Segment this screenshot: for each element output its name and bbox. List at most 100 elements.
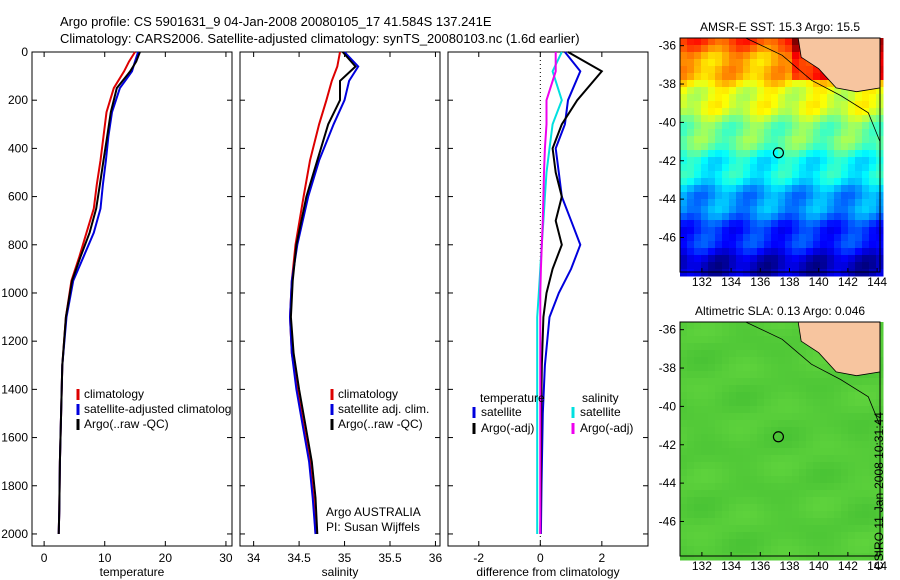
sla-map-cell xyxy=(834,385,842,393)
sst-map-cell xyxy=(771,248,779,256)
sst-map-cell xyxy=(869,94,877,102)
sla-map-cell xyxy=(729,322,737,330)
sla-map-cell xyxy=(680,553,688,561)
sla-map-cell xyxy=(715,392,723,400)
sst-map-cell xyxy=(778,150,786,158)
sst-map-cell xyxy=(680,255,688,263)
sst-map-cell xyxy=(743,199,751,207)
sla-map-cell xyxy=(687,343,695,351)
sst-map-cell xyxy=(827,129,835,137)
sla-map-cell xyxy=(869,378,877,386)
sst-map-cell xyxy=(855,129,863,137)
sst-map-cell xyxy=(792,73,800,81)
sst-map-cell xyxy=(771,178,779,186)
sst-map-cell xyxy=(722,213,730,221)
sst-map-cell xyxy=(757,255,765,263)
sla-map-cell xyxy=(729,357,737,365)
sla-map-cell xyxy=(841,483,849,491)
sla-map-cell xyxy=(799,420,807,428)
sla-map-cell xyxy=(701,406,709,414)
sst-map-cell xyxy=(750,192,758,200)
sst-map-cell xyxy=(694,108,702,116)
sst-map-cell xyxy=(722,45,730,53)
sst-map-cell xyxy=(743,108,751,116)
sla-map-cell xyxy=(785,378,793,386)
sst-map-cell xyxy=(771,157,779,165)
sla-map-cell xyxy=(722,350,730,358)
sst-map-cell xyxy=(750,227,758,235)
sla-map-cell xyxy=(848,553,856,561)
sla-map-cell xyxy=(715,371,723,379)
sla-map-cell xyxy=(834,532,842,540)
sst-map-cell xyxy=(687,164,695,172)
sla-map-cell xyxy=(827,518,835,526)
diff-legend-label: satellite xyxy=(580,405,621,419)
sla-map-cell xyxy=(722,357,730,365)
sst-map-cell xyxy=(764,66,772,74)
sla-map-cell xyxy=(827,469,835,477)
sst-map-cell xyxy=(750,52,758,60)
sla-map-cell xyxy=(743,322,751,330)
sla-map-cell xyxy=(799,539,807,547)
sla-map-cell xyxy=(757,427,765,435)
sla-map-cell xyxy=(708,518,716,526)
sla-map-cell xyxy=(862,539,870,547)
sla-map-cell xyxy=(869,427,877,435)
sla-map-cell xyxy=(750,399,758,407)
sst-map-cell xyxy=(771,115,779,123)
sst-map-cell xyxy=(778,87,786,95)
sst-map-cell xyxy=(736,115,744,123)
sla-map-cell xyxy=(715,476,723,484)
sst-map-cell xyxy=(771,164,779,172)
sst-map-cell xyxy=(862,185,870,193)
sst-map-cell xyxy=(771,101,779,109)
sla-map-cell xyxy=(862,483,870,491)
sla-map-cell xyxy=(848,399,856,407)
sla-map-cell xyxy=(736,371,744,379)
sst-map-cell xyxy=(862,87,870,95)
sst-map-cell xyxy=(680,94,688,102)
sla-map-cell xyxy=(813,483,821,491)
sst-map-cell xyxy=(820,269,828,277)
sla-map-cell xyxy=(806,350,814,358)
sst-map-cell xyxy=(743,129,751,137)
sst-map-cell xyxy=(680,136,688,144)
sst-map-cell xyxy=(799,136,807,144)
sla-map-cell xyxy=(764,357,772,365)
sst-map-cell xyxy=(687,192,695,200)
sla-map-cell xyxy=(736,532,744,540)
sst-map-cell xyxy=(701,192,709,200)
sla-map-cell xyxy=(764,518,772,526)
sst-map-cell xyxy=(869,136,877,144)
sst-map-cell xyxy=(792,234,800,242)
sla-map-cell xyxy=(694,518,702,526)
sst-map-cell xyxy=(715,185,723,193)
sla-map-cell xyxy=(708,504,716,512)
salinity-xtick-label: 35.5 xyxy=(378,551,402,565)
sst-map-cell xyxy=(757,241,765,249)
sla-map-cell xyxy=(785,329,793,337)
sst-map-cell xyxy=(820,171,828,179)
sst-map-cell xyxy=(764,248,772,256)
sla-map-cell xyxy=(869,462,877,470)
sla-map-cell xyxy=(827,511,835,519)
sst-map-cell xyxy=(729,52,737,60)
sla-map-cell xyxy=(701,322,709,330)
sla-map-cell xyxy=(820,539,828,547)
sst-map-cell xyxy=(743,213,751,221)
sst-map-cell xyxy=(869,227,877,235)
sla-map-ytick-label: -40 xyxy=(659,399,677,413)
sst-map-cell xyxy=(792,52,800,60)
diff-legend-header-salinity: salinity xyxy=(582,391,619,405)
sla-map-cell xyxy=(680,476,688,484)
sst-map-cell xyxy=(722,220,730,228)
sst-map-cell xyxy=(813,115,821,123)
sst-map-cell xyxy=(820,150,828,158)
sst-map-cell xyxy=(869,115,877,123)
sst-map-cell xyxy=(862,199,870,207)
sla-map-cell xyxy=(701,385,709,393)
sst-map-cell xyxy=(743,143,751,151)
sst-map-cell xyxy=(743,101,751,109)
sst-map-cell xyxy=(687,157,695,165)
sst-map-cell xyxy=(806,73,814,81)
